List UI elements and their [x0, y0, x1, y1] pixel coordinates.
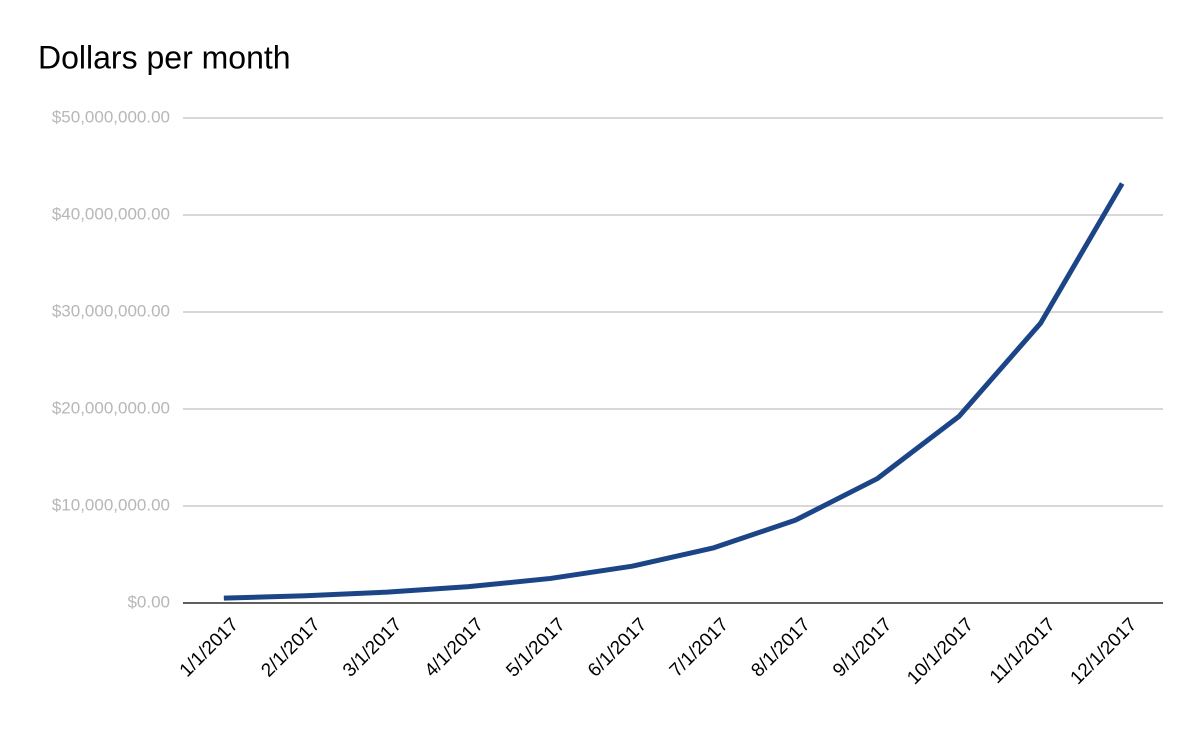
- x-tick-label: 8/1/2017: [747, 614, 814, 681]
- x-tick-label: 5/1/2017: [502, 614, 569, 681]
- x-tick-label: 6/1/2017: [584, 614, 651, 681]
- x-tick-label: 7/1/2017: [666, 614, 733, 681]
- y-tick-label: $0.00: [127, 592, 170, 611]
- x-tick-label: 1/1/2017: [176, 614, 243, 681]
- x-tick-label: 9/1/2017: [829, 614, 896, 681]
- y-tick-label: $10,000,000.00: [52, 495, 170, 514]
- x-tick-label: 12/1/2017: [1067, 614, 1142, 689]
- data-line: [223, 182, 1125, 601]
- y-tick-label: $30,000,000.00: [52, 301, 170, 320]
- y-tick-label: $20,000,000.00: [52, 398, 170, 417]
- chart-title: Dollars per month: [38, 39, 291, 75]
- x-tick-label: 2/1/2017: [257, 614, 324, 681]
- x-tick-label: 10/1/2017: [903, 614, 978, 689]
- x-tick-label: 11/1/2017: [986, 614, 1060, 688]
- y-tick-label: $50,000,000.00: [52, 107, 170, 126]
- y-tick-label: $40,000,000.00: [52, 204, 170, 223]
- x-tick-label: 4/1/2017: [421, 614, 488, 681]
- x-tick-label: 3/1/2017: [339, 614, 406, 681]
